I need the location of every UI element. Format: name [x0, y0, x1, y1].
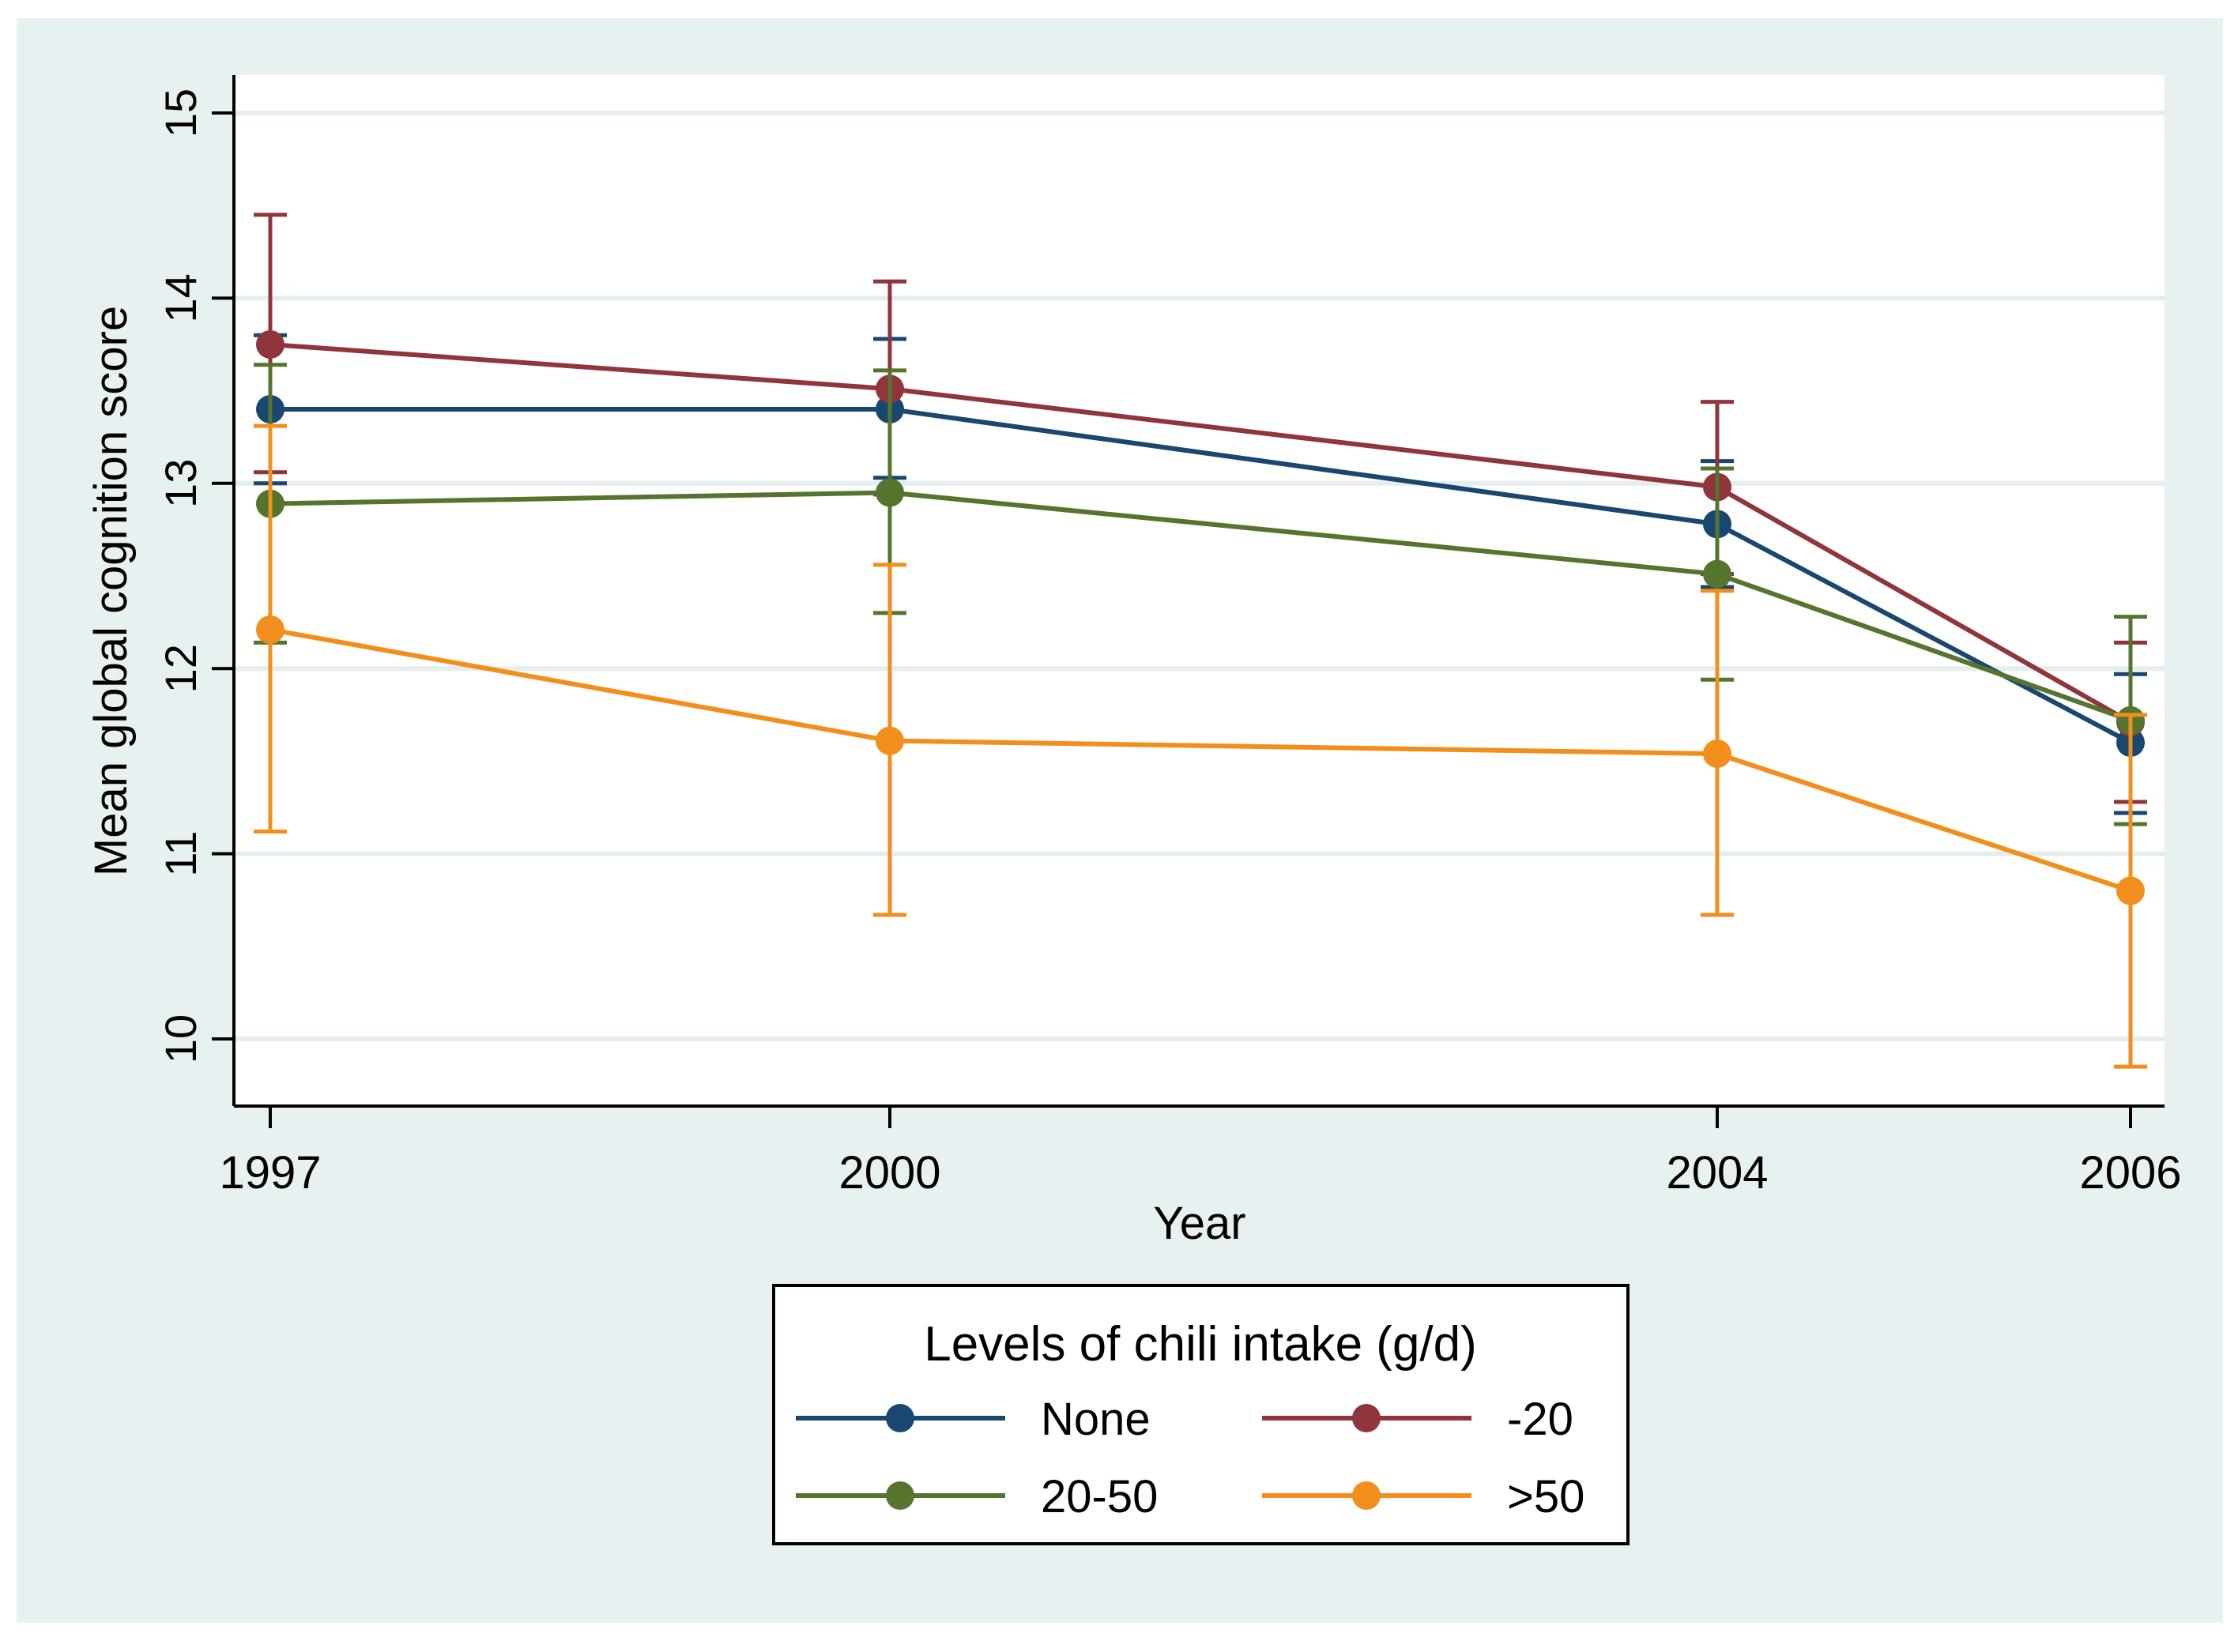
y-tick-label-12: 12 — [156, 644, 205, 693]
y-ticks: 10 11 12 13 14 15 — [156, 88, 234, 1063]
legend-marker-2 — [886, 1481, 914, 1510]
x-tick-label-2006: 2006 — [2079, 1147, 2181, 1199]
data-point-1-0 — [256, 330, 284, 359]
series — [254, 213, 2147, 1069]
y-tick-label-13: 13 — [156, 459, 205, 508]
legend-entries: None -20 20-50 >50 — [796, 1394, 1584, 1522]
plot-area — [234, 75, 2165, 1106]
y-tick-label-10: 10 — [156, 1014, 205, 1063]
y-tick-label-15: 15 — [156, 88, 205, 137]
legend: Levels of chili intake (g/d) None -20 20-5… — [772, 1284, 1630, 1545]
axes — [232, 75, 2165, 1108]
data-point-3-1 — [876, 726, 904, 755]
data-point-3-2 — [1703, 739, 1731, 769]
data-point-2-2 — [1703, 559, 1731, 589]
data-point-3-0 — [256, 615, 284, 644]
x-ticks: 1997 2000 2004 2006 — [219, 1106, 2182, 1199]
y-tick-label-11: 11 — [156, 831, 205, 877]
x-axis-label: Year — [1153, 1198, 1245, 1249]
series-line-0 — [270, 407, 2132, 745]
data-point-2-1 — [876, 478, 904, 507]
legend-box — [772, 1284, 1630, 1545]
legend-marker-3 — [1352, 1481, 1381, 1510]
legend-label-1: -20 — [1507, 1394, 1573, 1445]
series-line-2 — [269, 490, 2132, 723]
legend-title: Levels of chili intake (g/d) — [924, 1317, 1477, 1372]
legend-item-2: 20-50 — [796, 1471, 1158, 1522]
legend-item-0: None — [796, 1394, 1151, 1445]
legend-label-0: None — [1041, 1394, 1151, 1445]
data-point-3-3 — [2116, 876, 2145, 905]
legend-item-1: -20 — [1262, 1394, 1573, 1445]
series-line-3 — [269, 627, 2131, 894]
legend-label-2: 20-50 — [1041, 1471, 1158, 1522]
legend-marker-1 — [1352, 1404, 1381, 1432]
x-tick-label-2000: 2000 — [838, 1147, 940, 1199]
x-tick-label-1997: 1997 — [219, 1147, 321, 1199]
series-line-1 — [269, 342, 2132, 724]
gridlines — [234, 111, 2165, 1041]
y-axis-label: Mean global cognition score — [85, 306, 137, 876]
legend-marker-0 — [886, 1404, 914, 1432]
x-tick-label-2004: 2004 — [1666, 1147, 1768, 1199]
y-tick-label-14: 14 — [156, 273, 205, 322]
legend-item-3: >50 — [1262, 1471, 1584, 1522]
legend-label-3: >50 — [1507, 1471, 1584, 1522]
series-3 — [254, 423, 2147, 1069]
